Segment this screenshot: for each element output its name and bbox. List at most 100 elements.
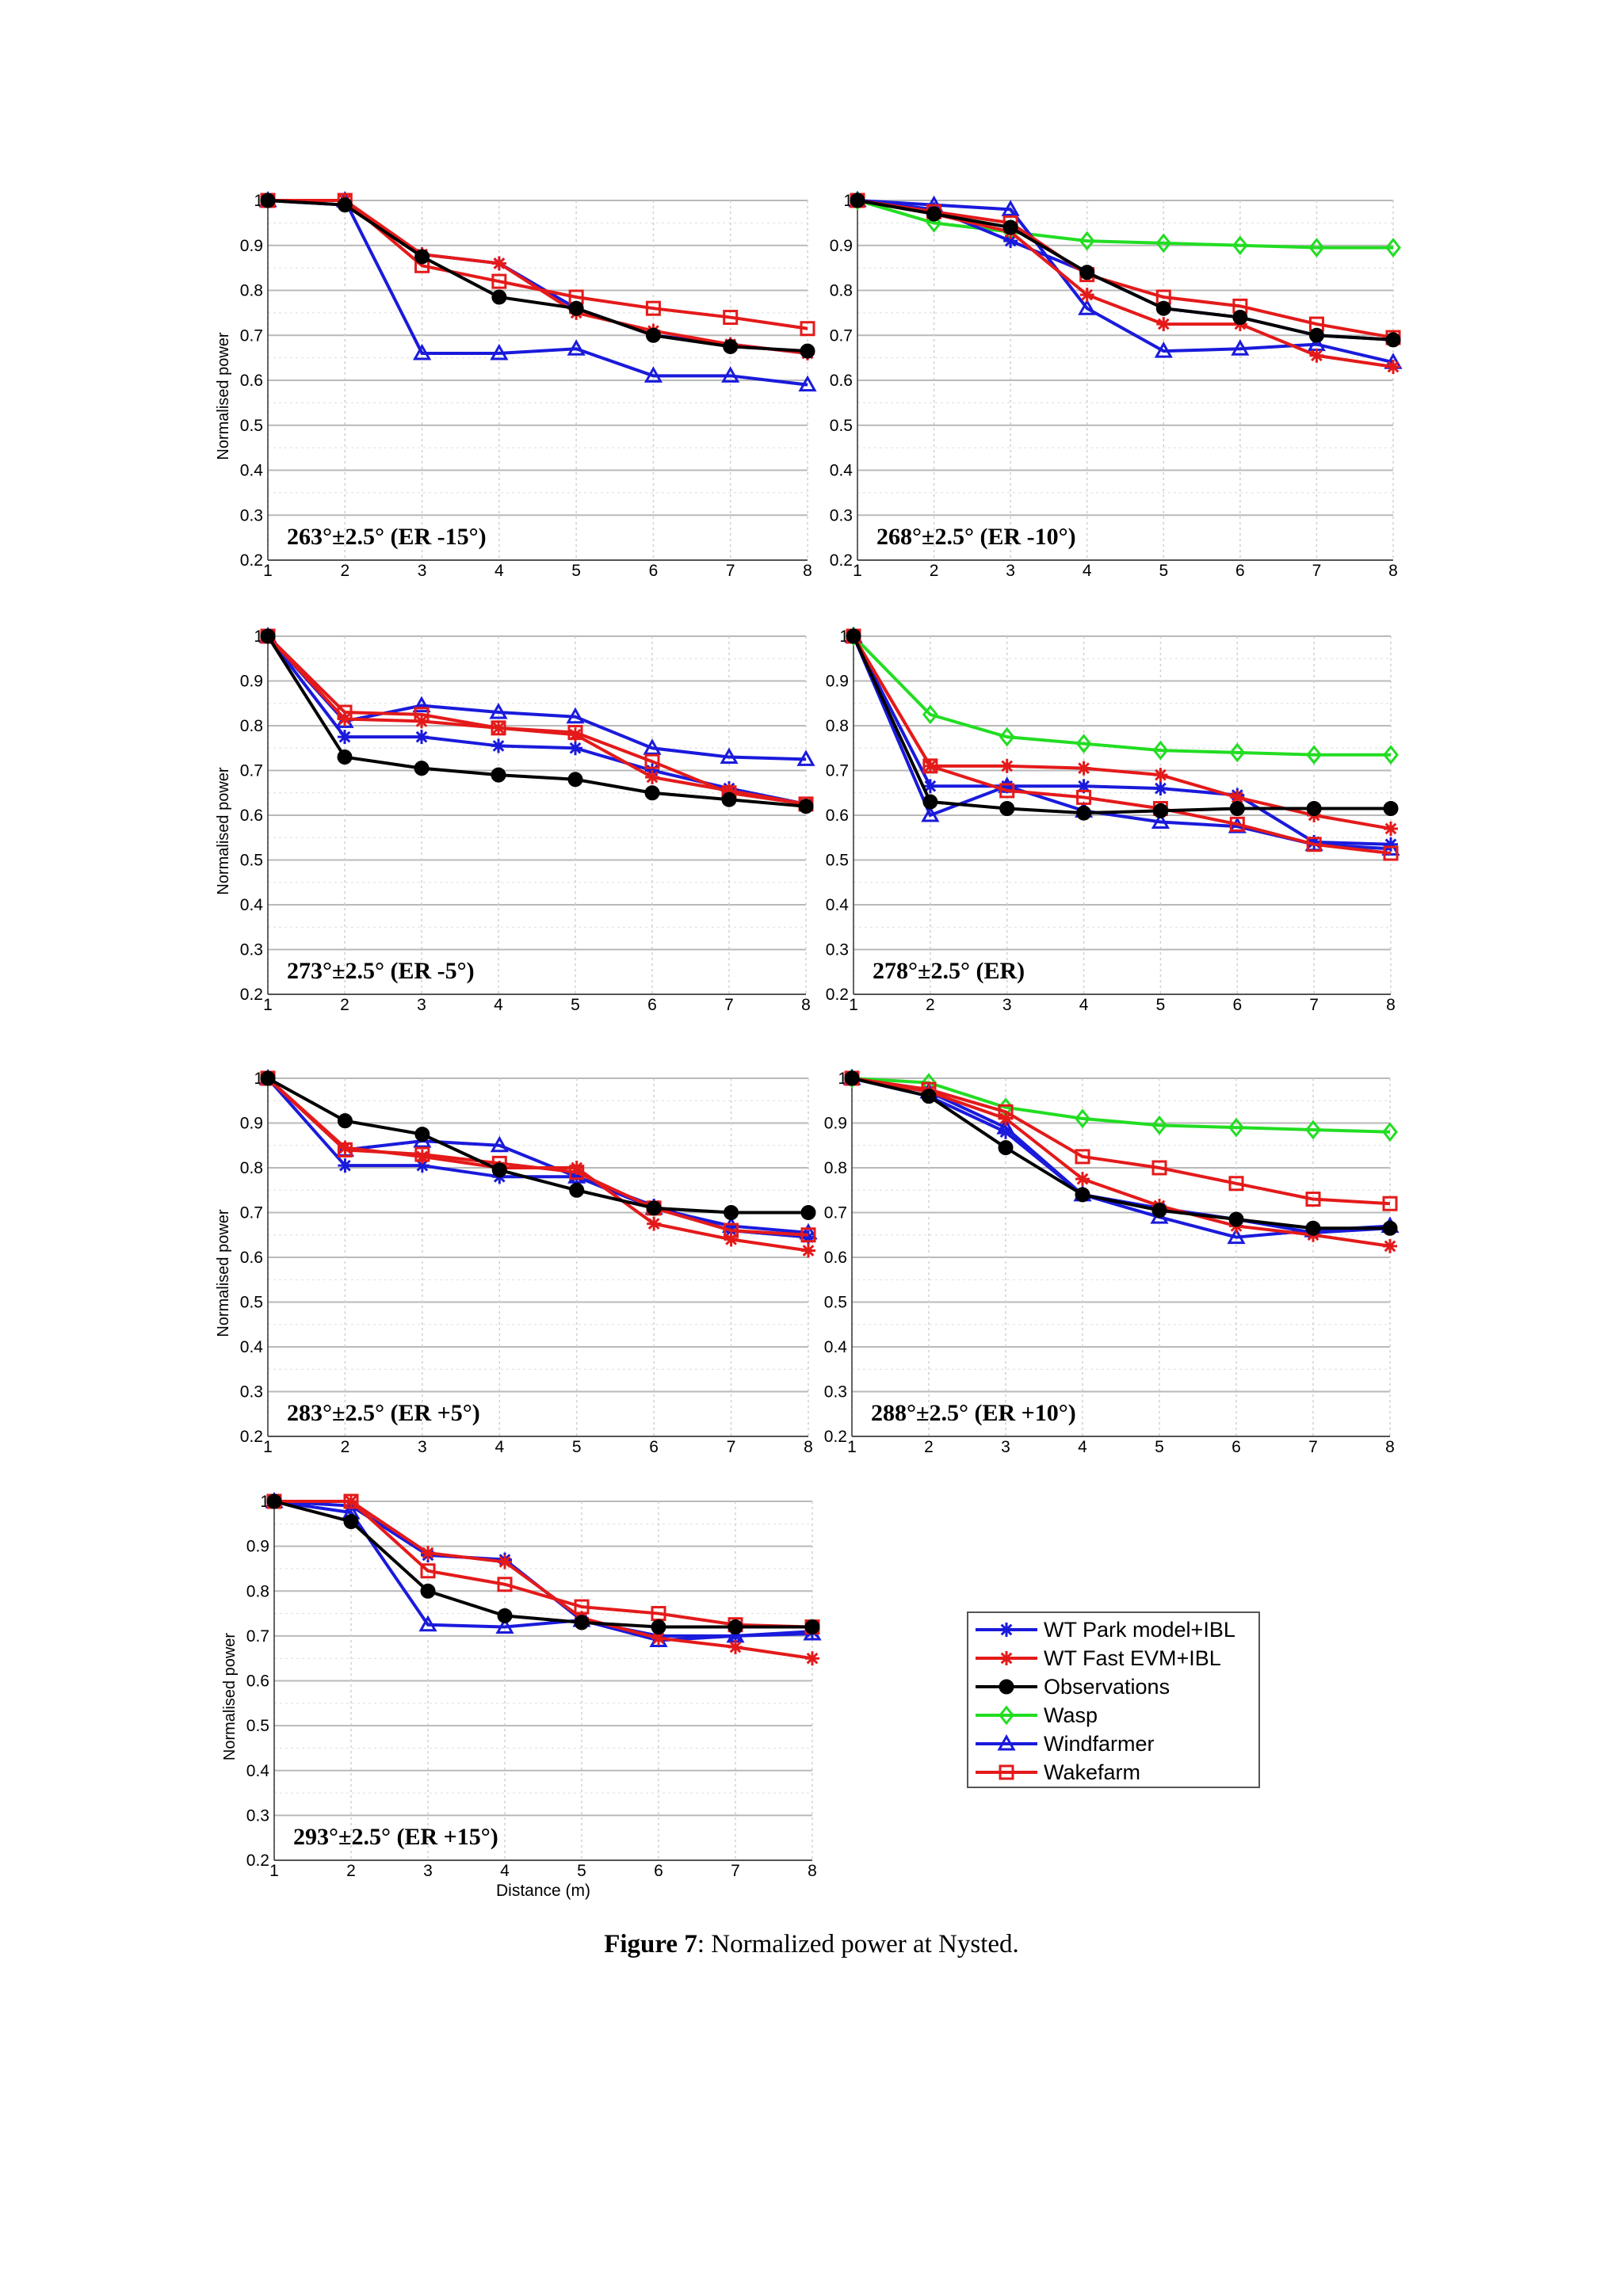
- x-tick-label: 8: [808, 1862, 817, 1880]
- legend-label: Windfarmer: [1044, 1732, 1155, 1756]
- legend-entry: WT Park model+IBL: [976, 1618, 1235, 1642]
- y-tick-label: 0.2: [240, 551, 263, 570]
- y-tick-label: 0.2: [240, 986, 263, 1004]
- circle-marker: [1229, 801, 1245, 817]
- x-tick-label: 4: [495, 1438, 504, 1456]
- circle-marker: [998, 1140, 1014, 1156]
- diamond-marker: [1155, 233, 1172, 254]
- series-wt-fast-evm-ibl: [261, 629, 813, 811]
- series-line: [267, 1077, 808, 1215]
- x-tick-label: 2: [346, 1862, 356, 1880]
- y-tick-label: 0.8: [830, 282, 853, 300]
- triangle-marker: [495, 1617, 514, 1634]
- triangle-marker: [413, 343, 432, 360]
- triangle-marker: [997, 1733, 1016, 1751]
- series-line: [267, 199, 808, 355]
- x-tick-label: 8: [1388, 562, 1398, 580]
- square-marker: [1382, 1196, 1398, 1211]
- circle-marker: [567, 772, 583, 788]
- panel-label: 288°±2.5° (ER +10°): [871, 1400, 1076, 1426]
- x-tick-label: 3: [1002, 996, 1012, 1014]
- circle-marker: [644, 785, 660, 801]
- y-tick-label: 0.6: [240, 1249, 263, 1267]
- y-tick-label: 0.5: [824, 1294, 847, 1312]
- x-tick-label: 2: [341, 1438, 350, 1456]
- square-marker: [800, 1227, 816, 1243]
- circle-marker: [1002, 219, 1018, 235]
- asterisk-marker: [1309, 348, 1324, 363]
- legend-entry: Observations: [976, 1675, 1170, 1699]
- circle-marker: [1151, 1203, 1167, 1219]
- legend: WT Park model+IBL WT Fast EVM+IBL Observat…: [967, 1611, 1260, 1788]
- x-tick-label: 2: [930, 562, 939, 580]
- asterisk-marker: [647, 1216, 662, 1231]
- circle-marker: [1305, 1220, 1321, 1236]
- panel-label: 268°±2.5° (ER -10°): [876, 524, 1076, 550]
- asterisk-marker: [999, 758, 1014, 773]
- series-line: [851, 1077, 1391, 1206]
- square-marker: [491, 273, 507, 289]
- x-tick-label: 7: [1312, 562, 1322, 580]
- x-tick-label: 4: [495, 562, 504, 580]
- series-line: [266, 635, 807, 806]
- x-tick-label: 4: [1079, 996, 1089, 1014]
- y-tick-label: 0.7: [240, 326, 263, 345]
- series-observations: [260, 193, 815, 359]
- circle-marker: [337, 749, 353, 765]
- asterisk-marker: [1153, 768, 1168, 783]
- triangle-marker: [921, 805, 940, 822]
- circle-marker: [1383, 801, 1399, 817]
- asterisk-marker: [491, 256, 506, 271]
- square-marker: [1383, 845, 1399, 861]
- y-tick-label: 0.4: [826, 896, 850, 914]
- asterisk-marker: [414, 1149, 430, 1164]
- y-tick-label: 0.8: [824, 1159, 847, 1177]
- circle-marker: [1152, 803, 1168, 818]
- asterisk-marker: [338, 711, 352, 727]
- x-tick-label: 6: [647, 996, 657, 1014]
- chart-panel-5: 0.2 0.3 0.4 0.5 0.6 0.7 0.8 0.9 1 1 2 3 4 5 6 7 8 283°±2.…: [215, 1068, 818, 1456]
- circle-marker: [343, 1513, 359, 1529]
- y-tick-label: 0.9: [824, 1115, 847, 1133]
- x-tick-label: 2: [926, 996, 935, 1014]
- y-tick-label: 0.6: [240, 372, 263, 390]
- asterisk-marker: [801, 1243, 815, 1258]
- asterisk-marker: [728, 1640, 743, 1655]
- y-tick-label: 0.5: [240, 852, 263, 870]
- asterisk-marker: [568, 727, 582, 742]
- triangle-marker: [720, 747, 739, 765]
- y-tick-label: 0.6: [824, 1249, 847, 1267]
- y-tick-label: 0.3: [826, 941, 849, 959]
- series-observations: [844, 1070, 1398, 1236]
- series-line: [274, 1500, 813, 1629]
- circle-marker: [1076, 805, 1092, 821]
- y-tick-label: 0.9: [826, 673, 849, 691]
- legend-entry: Windfarmer: [976, 1732, 1155, 1756]
- square-marker: [1151, 1160, 1167, 1176]
- series-observations: [850, 193, 1401, 348]
- circle-marker: [999, 801, 1015, 817]
- y-tick-label: 0.6: [826, 807, 849, 825]
- asterisk-marker: [421, 1546, 435, 1561]
- asterisk-marker: [724, 1232, 739, 1247]
- y-tick-label: 0.4: [246, 1762, 270, 1780]
- x-tick-label: 3: [417, 996, 426, 1014]
- circle-marker: [846, 628, 861, 644]
- asterisk-marker: [568, 741, 582, 756]
- y-tick-label: 0.9: [240, 673, 263, 691]
- asterisk-marker: [728, 1628, 743, 1643]
- y-tick-label: 0.4: [830, 462, 854, 480]
- y-tick-label: 0.9: [240, 237, 263, 255]
- asterisk-marker: [338, 1158, 353, 1173]
- circle-marker: [420, 1583, 436, 1599]
- circle-marker: [574, 1615, 590, 1630]
- x-tick-label: 2: [340, 996, 349, 1014]
- y-tick-label: 0.5: [826, 852, 849, 870]
- y-tick-label: 1: [254, 1070, 263, 1088]
- x-axis-label: Distance (m): [496, 1882, 590, 1900]
- x-tick-label: 1: [263, 562, 273, 580]
- circle-marker: [1385, 332, 1401, 348]
- series-line: [851, 1077, 1391, 1248]
- series-line: [273, 1500, 812, 1629]
- square-marker: [1228, 1176, 1244, 1192]
